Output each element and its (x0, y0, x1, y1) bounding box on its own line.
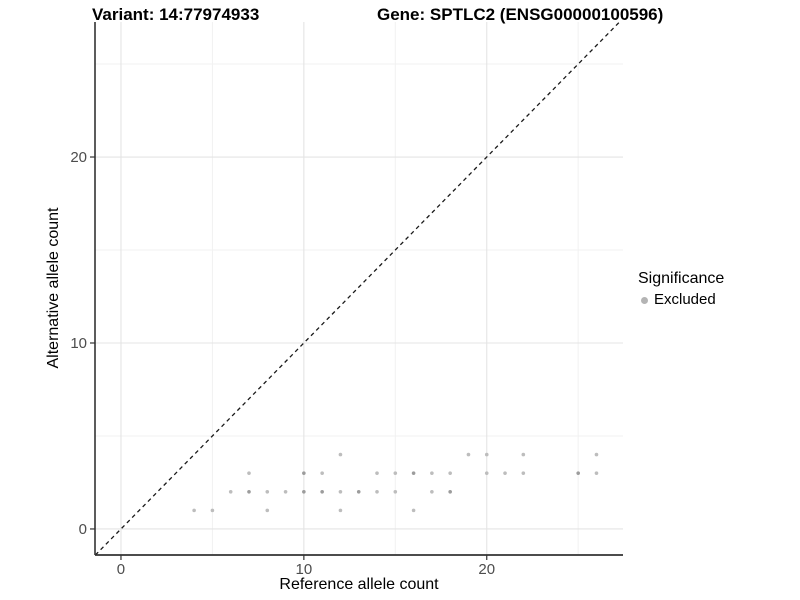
legend-point-icon (641, 296, 648, 304)
data-point (265, 489, 270, 494)
data-point (320, 471, 324, 475)
data-point (430, 471, 434, 475)
data-point (411, 471, 416, 475)
data-point (265, 508, 270, 513)
legend-item-label: Excluded (654, 291, 716, 308)
y-tick-label: 20 (70, 149, 87, 166)
legend-title: Significance (638, 270, 725, 287)
data-point (576, 471, 580, 475)
x-tick-label: 20 (478, 561, 495, 578)
data-point (484, 471, 489, 475)
data-point (247, 471, 251, 475)
data-point (192, 508, 196, 513)
data-point (302, 489, 306, 494)
legend: Significance Excluded (638, 270, 724, 308)
x-tick-label: 10 (296, 561, 313, 578)
y-tick-label: 0 (79, 521, 87, 538)
data-point (338, 508, 343, 513)
data-point (283, 489, 288, 494)
data-point (430, 489, 434, 494)
data-point (594, 471, 599, 475)
data-point (356, 489, 361, 494)
data-point (375, 489, 379, 494)
data-point (210, 508, 215, 513)
x-tick-label: 0 (117, 561, 125, 578)
data-point (393, 489, 398, 494)
data-point (338, 452, 343, 457)
data-point (466, 452, 471, 457)
data-point (448, 471, 452, 475)
legend-item-excluded: Excluded (638, 291, 724, 308)
data-point (521, 471, 526, 475)
data-point (484, 452, 489, 457)
data-point (393, 471, 398, 475)
identity-line (94, 21, 620, 556)
y-tick-label: 10 (70, 335, 87, 352)
data-point (228, 489, 233, 494)
x-axis-title: Reference allele count (279, 576, 439, 593)
data-point (375, 471, 379, 475)
data-point (320, 489, 324, 494)
data-point (247, 489, 251, 494)
data-point (411, 508, 416, 513)
data-point (521, 452, 526, 457)
plot-title-variant: Variant: 14:77974933 (92, 5, 260, 24)
data-point (302, 471, 306, 475)
plot-title-gene: Gene: SPTLC2 (ENSG00000100596) (377, 5, 664, 24)
data-point (448, 489, 452, 494)
data-point (594, 452, 599, 457)
y-axis-title: Alternative allele count (45, 207, 62, 369)
data-point (338, 489, 343, 494)
data-point (503, 471, 507, 475)
